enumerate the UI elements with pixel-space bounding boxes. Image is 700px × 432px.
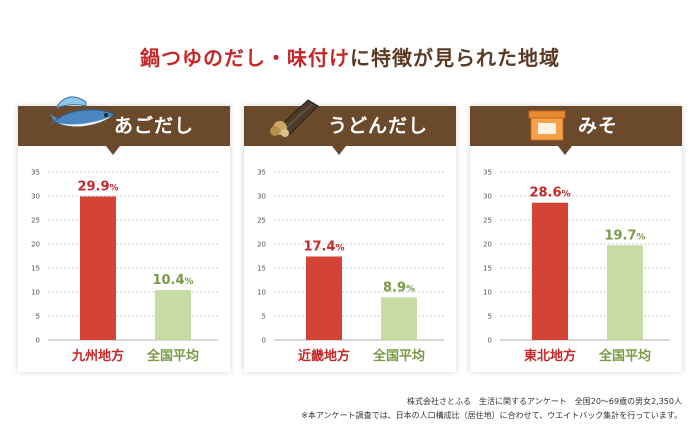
page-title-rest: に特徴が見られた地域 [350,46,560,70]
miso-container-icon [528,110,566,141]
panel-header: みそ [470,106,682,155]
bar-regional [532,202,568,340]
data-label: 17.4% [303,239,344,254]
survey-source: 株式会社さとふる 生活に関するアンケート 全国20〜69歳の男女2,350人 [407,397,682,406]
chart-panel-udon: うどんだし 0 5 10 15 20 25 30 35 17.4% 近畿地方 8.9% 全国平均 [244,99,456,372]
bar-national [381,297,417,340]
data-label: 10.4% [152,273,193,288]
panel-header: うどんだし [244,99,456,155]
y-tick-label: 20 [483,241,492,249]
bar-regional [80,196,116,340]
x-category-label: 全国平均 [372,348,425,364]
page-title: 鍋つゆのだし・味付けに特徴が見られた地域 [0,42,700,71]
y-tick-label: 5 [262,313,266,321]
y-tick-label: 20 [31,241,40,249]
y-tick-label: 0 [262,337,266,345]
y-tick-label: 0 [488,337,492,345]
bar-national [155,290,191,340]
header-pointer [332,146,346,155]
kelp-and-bonito-icon [270,99,319,137]
bar-chart-udon: 0 5 10 15 20 25 30 35 17.4% 近畿地方 8.9% 全国平均 [257,169,444,364]
bar-chart-miso: 0 5 10 15 20 25 30 35 28.6% 東北地方 19.7% 全国平均 [483,169,670,364]
chart-panel-miso: みそ 0 5 10 15 20 25 30 35 28.6% 東北地方 19.7% 全国平均 [470,106,682,372]
y-tick-label: 25 [31,217,40,225]
y-tick-label: 25 [257,217,266,225]
data-label: 8.9% [383,280,415,295]
bar-chart-ago: 0 5 10 15 20 25 30 35 29.9% 九州地方 10.4% 全国平均 [31,169,218,364]
header-pointer [558,146,572,155]
y-tick-label: 10 [257,289,266,297]
y-tick-label: 30 [483,193,492,201]
y-tick-label: 15 [257,265,266,273]
header-pointer [106,146,120,155]
x-category-label: 九州地方 [71,348,124,364]
y-tick-label: 35 [257,169,266,177]
y-tick-label: 30 [257,193,266,201]
y-tick-label: 10 [31,289,40,297]
data-label: 29.9% [77,179,118,194]
data-label: 19.7% [604,228,645,243]
y-tick-label: 25 [483,217,492,225]
panel-title: あごだし [114,115,195,137]
page-title-highlight: 鍋つゆのだし・味付け [140,46,350,70]
data-label: 28.6% [529,186,570,201]
bar-national [607,245,643,340]
panel-header: あごだし [18,96,230,155]
panel-title: うどんだし [328,115,429,137]
x-category-label: 東北地方 [524,348,576,364]
y-tick-label: 15 [31,265,40,273]
y-tick-label: 5 [36,313,40,321]
y-tick-label: 15 [483,265,492,273]
y-tick-label: 0 [36,337,40,345]
chart-panel-ago: あごだし 0 5 10 15 20 25 30 35 29.9% 九州地方 10.4% 全国平均 [18,96,230,372]
x-category-label: 全国平均 [598,348,651,364]
y-tick-label: 5 [488,313,492,321]
panel-title: みそ [578,115,619,137]
y-tick-label: 35 [483,169,492,177]
y-tick-label: 35 [31,169,40,177]
x-category-label: 全国平均 [146,348,199,364]
survey-note: ※本アンケート調査では、日本の人口構成比（居住地）に合わせて、ウエイトバック集計… [301,411,682,420]
bar-regional [306,256,342,340]
y-tick-label: 30 [31,193,40,201]
flying-fish-icon [48,96,115,127]
y-tick-label: 10 [483,289,492,297]
x-category-label: 近畿地方 [298,348,350,364]
y-tick-label: 20 [257,241,266,249]
